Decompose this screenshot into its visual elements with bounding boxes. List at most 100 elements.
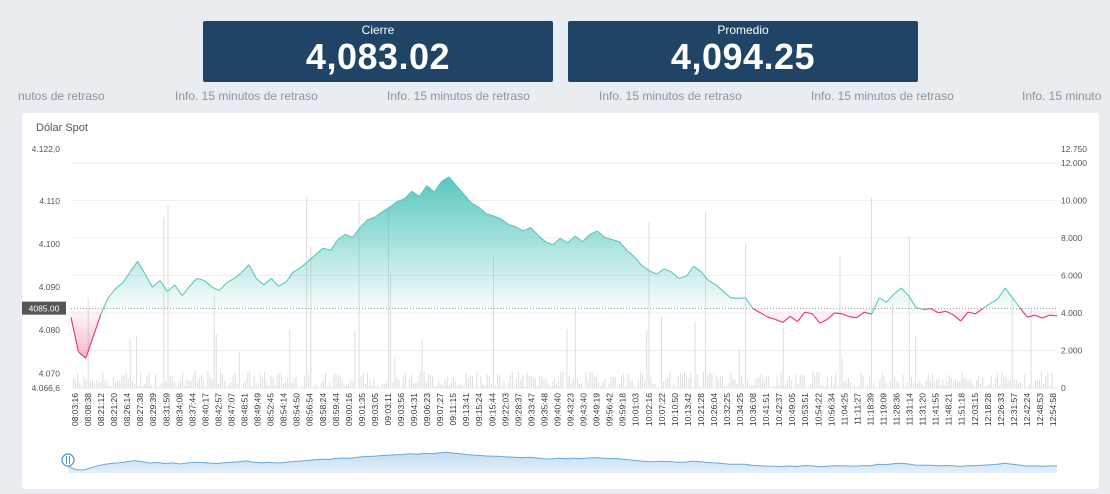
price-line-segment bbox=[960, 311, 969, 322]
volume-bar bbox=[253, 375, 255, 388]
volume-bar bbox=[629, 380, 631, 388]
volume-bar bbox=[100, 382, 102, 388]
price-area-up bbox=[71, 177, 1057, 309]
price-line-segment bbox=[92, 314, 102, 337]
volume-bar bbox=[348, 384, 350, 389]
volume-bar bbox=[125, 372, 127, 388]
volume-bar bbox=[230, 382, 232, 389]
volume-bar bbox=[264, 371, 266, 388]
volume-bar bbox=[259, 374, 261, 388]
x-tick-label: 08:48:51 bbox=[240, 393, 250, 426]
price-line-segment bbox=[382, 206, 391, 213]
volume-bar bbox=[942, 379, 944, 388]
price-line-segment bbox=[633, 256, 643, 266]
volume-bar bbox=[400, 387, 402, 389]
volume-bar bbox=[742, 383, 744, 389]
x-tick-label: 10:32:25 bbox=[722, 393, 732, 426]
volume-bar bbox=[119, 380, 121, 388]
volume-bar bbox=[503, 381, 505, 388]
volume-bar bbox=[215, 334, 217, 388]
volume-bar bbox=[845, 380, 847, 389]
volume-bar bbox=[772, 387, 774, 389]
x-tick-label: 08:21:12 bbox=[96, 393, 106, 426]
price-line-segment bbox=[374, 211, 383, 218]
volume-bar bbox=[810, 384, 812, 388]
x-tick-label: 11:18:39 bbox=[865, 393, 875, 426]
price-line-segment bbox=[478, 206, 487, 215]
volume-bar bbox=[570, 383, 572, 389]
x-tick-label: 10:01:03 bbox=[631, 393, 641, 426]
price-line-segment bbox=[396, 198, 405, 203]
x-tick-label: 10:26:04 bbox=[709, 393, 719, 426]
price-line-segment bbox=[196, 277, 205, 282]
volume-bar bbox=[579, 384, 581, 389]
price-line-segment bbox=[819, 318, 828, 324]
volume-bar bbox=[249, 372, 251, 389]
volume-bar bbox=[734, 379, 736, 388]
volume-bar bbox=[222, 373, 224, 388]
y-right-tick-label: 12.000 bbox=[1061, 158, 1087, 168]
volume-bar bbox=[490, 385, 492, 388]
volume-bar bbox=[1041, 372, 1043, 389]
volume-bar bbox=[480, 376, 482, 388]
volume-bar bbox=[104, 380, 106, 388]
volume-bar bbox=[873, 385, 875, 389]
volume-bar bbox=[749, 386, 751, 388]
y-right-tick-label: 0 bbox=[1061, 383, 1066, 393]
volume-bar bbox=[224, 380, 226, 388]
chart-panel: Dólar Spot 4085.00 4.070 4.080 4.090 4.100 4.… bbox=[22, 113, 1099, 489]
volume-bar bbox=[337, 375, 339, 389]
volume-bar bbox=[871, 197, 872, 388]
x-tick-label: 09:04:31 bbox=[409, 393, 419, 426]
volume-bar bbox=[209, 376, 211, 388]
volume-bar bbox=[753, 384, 755, 388]
volume-bar bbox=[398, 380, 400, 389]
volume-bar bbox=[144, 383, 146, 389]
price-line-segment bbox=[782, 315, 791, 323]
price-line-segment bbox=[649, 270, 657, 275]
volume-bar bbox=[709, 371, 711, 388]
volume-bar bbox=[335, 372, 337, 388]
volume-bar bbox=[524, 386, 526, 389]
volume-bar bbox=[207, 371, 209, 388]
volume-bar bbox=[364, 384, 366, 389]
promedio-value: 4,094.25 bbox=[670, 36, 816, 77]
x-tick-label: 08:52:45 bbox=[266, 393, 276, 426]
price-line-segment bbox=[767, 316, 776, 320]
volume-bar bbox=[354, 330, 356, 389]
price-line-segment bbox=[448, 176, 457, 187]
volume-bar bbox=[757, 378, 759, 388]
x-tick-label: 09:15:24 bbox=[474, 393, 484, 426]
volume-bar bbox=[373, 378, 375, 389]
navigator-handle[interactable] bbox=[61, 453, 75, 467]
x-tick-label: 11:11:27 bbox=[852, 393, 862, 425]
price-line-segment bbox=[1012, 297, 1021, 309]
volume-bar bbox=[293, 378, 295, 388]
volume-bar bbox=[545, 378, 547, 389]
volume-bar bbox=[419, 372, 421, 389]
price-chart[interactable]: 4085.00 4.070 4.080 4.090 4.100 4.110 4.122,0 4… bbox=[22, 113, 1099, 489]
volume-bar bbox=[978, 376, 980, 388]
price-line-segment bbox=[804, 311, 813, 315]
volume-bar bbox=[123, 375, 125, 388]
volume-bar bbox=[549, 386, 551, 389]
volume-bar bbox=[547, 383, 549, 388]
volume-bar bbox=[94, 383, 95, 388]
volume-bar bbox=[637, 379, 639, 389]
x-tick-label: 12:48:53 bbox=[1035, 393, 1045, 426]
volume-bar bbox=[217, 384, 219, 388]
volume-bar bbox=[766, 376, 767, 388]
volume-bar bbox=[448, 385, 450, 388]
volume-bar bbox=[127, 377, 129, 388]
volume-bar bbox=[808, 387, 809, 388]
volume-bar bbox=[600, 386, 602, 388]
volume-bar bbox=[784, 384, 786, 388]
volume-bar bbox=[196, 380, 198, 388]
volume-bar bbox=[587, 379, 589, 388]
price-line-segment bbox=[715, 284, 724, 292]
x-tick-label: 10:42:37 bbox=[774, 393, 784, 426]
cierre-label: Cierre bbox=[361, 23, 395, 37]
price-line-segment bbox=[567, 235, 576, 244]
y-right-tick-label: 2.000 bbox=[1061, 346, 1083, 356]
volume-bar bbox=[511, 371, 513, 388]
